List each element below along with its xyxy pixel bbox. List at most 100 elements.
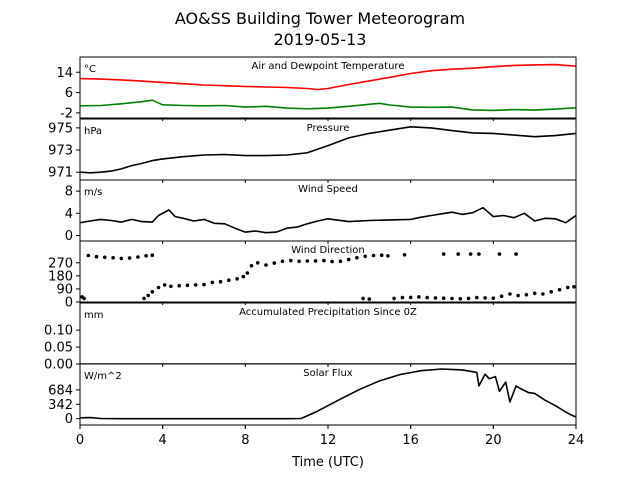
- panel-2-ytick-label-1: 4: [65, 207, 73, 222]
- panel-3-point-20: [202, 282, 206, 287]
- panel-0-ytick-label-0: 14: [56, 66, 73, 81]
- panel-1-series-0: [80, 126, 576, 174]
- x-tick-label-5: 20: [485, 433, 502, 448]
- panel-5-data: [80, 368, 576, 420]
- panel-3-point-17: [177, 283, 181, 288]
- panel-3-point-51: [514, 252, 518, 256]
- panel-0-ytick-label-1: 6: [65, 86, 73, 101]
- panel-3-ytick-label-2: 90: [56, 282, 73, 297]
- panel-3-point-21: [210, 280, 215, 285]
- panel-3-point-40: [355, 255, 359, 260]
- x-tick-label-3: 12: [320, 433, 337, 448]
- panel-3-point-75: [565, 285, 570, 290]
- panel-5-series-0: [80, 368, 576, 420]
- panel-3-point-3: [94, 254, 99, 259]
- panel-3-point-22: [218, 279, 223, 284]
- panel-3-point-54: [392, 296, 396, 301]
- panel-3-point-2: [86, 253, 91, 258]
- panel-3-point-58: [425, 295, 430, 300]
- x-tick-label-6: 24: [568, 433, 585, 448]
- panel-3-point-69: [516, 293, 520, 298]
- panel-2-ytick-label-0: 8: [65, 185, 73, 200]
- figure-title-line1: AO&SS Building Tower Meteorogram: [175, 9, 465, 28]
- panel-3-point-33: [297, 259, 301, 264]
- panel-3-point-16: [169, 284, 173, 289]
- panel-0-series-1: [80, 99, 576, 112]
- panel-3-point-31: [280, 259, 285, 264]
- panel-3-point-47: [456, 252, 461, 256]
- panel-3-point-23: [227, 278, 231, 283]
- panel-3-point-65: [483, 296, 487, 300]
- panel-3-point-12: [146, 293, 150, 298]
- panel-3-ytick-label-0: 270: [48, 256, 73, 271]
- panel-1: 975 973 971 Pressure hPa: [48, 118, 577, 183]
- panel-2-ytick-label-2: 0: [65, 229, 73, 244]
- panel-5-ytick-label-1: 342: [48, 398, 73, 413]
- panel-5-title: Solar Flux: [303, 368, 353, 379]
- panel-3-point-7: [127, 256, 132, 260]
- panel-3-ytick-label-1: 180: [48, 269, 73, 284]
- panel-3-point-48: [468, 252, 473, 256]
- panel-1-ytick-label-2: 971: [48, 166, 73, 181]
- panel-3-point-67: [499, 294, 504, 299]
- panel-3-point-42: [371, 253, 376, 258]
- panel-3-point-5: [111, 255, 115, 260]
- panel-3-point-55: [400, 295, 405, 300]
- panel-3-point-64: [475, 295, 479, 300]
- panel-3-point-38: [338, 259, 343, 264]
- panel-3-point-35: [313, 259, 318, 263]
- panel-3-point-28: [255, 261, 260, 265]
- x-tick-label-0: 0: [76, 433, 84, 448]
- panel-3-point-39: [346, 257, 351, 262]
- panel-5-ytick-label-0: 684: [48, 383, 73, 398]
- panel-4-ytick-label-2: 0.00: [44, 358, 73, 373]
- x-tick-label-2: 8: [241, 433, 249, 448]
- panel-3-point-62: [458, 297, 463, 301]
- panel-4-title: Accumulated Precipitation Since 0Z: [239, 307, 417, 318]
- panel-0: 14 6 -2 Air and Dewpoint Temperature °C: [56, 56, 577, 121]
- panel-0-title: Air and Dewpoint Temperature: [252, 61, 405, 72]
- panel-3-point-41: [363, 254, 368, 259]
- panel-3-point-53: [367, 297, 372, 301]
- panel-3-point-57: [417, 295, 421, 299]
- panel-0-data: [80, 63, 576, 112]
- x-axis-label: Time (UTC): [291, 455, 364, 470]
- panel-3-title: Wind Direction: [291, 245, 365, 256]
- panel-3-point-74: [557, 287, 562, 292]
- panel-3-point-18: [185, 283, 190, 288]
- panel-2-unit: m/s: [84, 187, 102, 198]
- panel-3-point-6: [119, 256, 124, 261]
- x-axis: 0 4 8 12 16 20 24: [76, 425, 584, 448]
- panel-3-point-45: [402, 253, 407, 257]
- panel-2-series-0: [80, 206, 576, 234]
- panel-3-point-61: [450, 296, 454, 301]
- panel-1-ytick-label-1: 973: [48, 144, 73, 159]
- panel-4-ytick-label-0: 0.10: [44, 324, 73, 339]
- panel-3-point-72: [541, 292, 545, 296]
- panel-1-data: [80, 126, 576, 174]
- panel-3-point-10: [150, 253, 155, 257]
- panel-3-point-59: [433, 296, 438, 300]
- panel-3-point-30: [272, 261, 277, 265]
- panel-3-point-8: [136, 255, 140, 259]
- panel-3-point-24: [235, 277, 239, 281]
- panel-3-point-60: [441, 296, 446, 301]
- panel-3-point-46: [441, 252, 446, 256]
- panel-3-point-14: [156, 285, 161, 290]
- panel-3-point-68: [508, 292, 512, 296]
- panel-0-unit: °C: [84, 64, 96, 75]
- panel-3-data: [80, 252, 576, 301]
- panel-5-ytick-label-2: 0: [65, 412, 73, 427]
- panel-3-point-52: [361, 296, 365, 301]
- panel-5-unit: W/m^2: [84, 371, 122, 382]
- panel-3-point-36: [322, 258, 326, 263]
- panel-3-point-44: [386, 254, 390, 258]
- panel-0-series-0: [80, 63, 576, 91]
- panel-2-title: Wind Speed: [298, 184, 358, 195]
- panel-1-ytick-label-0: 975: [48, 121, 73, 136]
- panel-3-point-11: [142, 296, 146, 301]
